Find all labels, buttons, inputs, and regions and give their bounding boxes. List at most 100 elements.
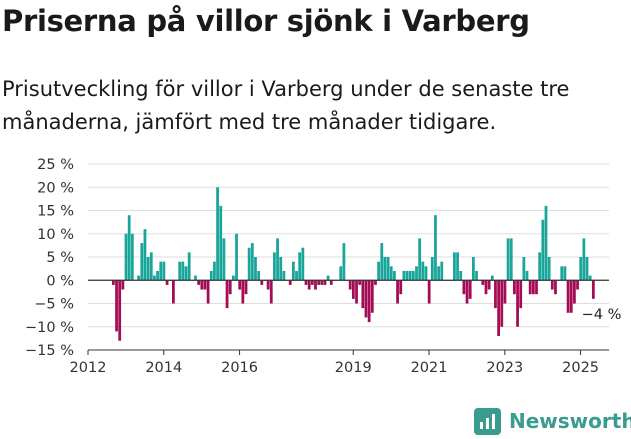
bar — [582, 238, 586, 281]
bar — [206, 280, 210, 304]
bar — [348, 280, 352, 290]
bar — [481, 280, 485, 285]
bar — [295, 270, 298, 281]
bar — [430, 257, 434, 281]
bar — [181, 261, 185, 281]
newsworthy-wordmark: Newsworthy — [509, 409, 631, 433]
bar — [187, 252, 191, 281]
bar — [411, 270, 415, 281]
y-tick-label: 15 % — [37, 204, 74, 220]
bar — [535, 280, 538, 295]
bar — [525, 270, 529, 281]
bar — [140, 243, 144, 281]
bar — [260, 280, 264, 285]
bar — [566, 280, 570, 313]
bar — [355, 280, 358, 304]
bar — [162, 261, 166, 281]
y-tick-label: 0 % — [46, 273, 74, 289]
bar — [456, 252, 459, 281]
bar — [323, 280, 327, 285]
bar — [393, 270, 396, 281]
bar — [531, 280, 535, 295]
bar — [579, 257, 583, 281]
bar — [494, 280, 497, 309]
bar — [487, 280, 491, 290]
bar — [137, 275, 141, 281]
bar — [301, 247, 305, 281]
y-tick-label: 20 % — [37, 180, 74, 196]
bar — [497, 280, 500, 337]
bar — [427, 280, 431, 304]
bar — [484, 280, 488, 295]
bar — [317, 280, 321, 285]
bar — [197, 280, 201, 285]
bar — [370, 280, 374, 313]
bar — [459, 270, 463, 281]
bar — [396, 280, 399, 304]
x-tick-label: 2014 — [145, 360, 182, 376]
bar — [342, 243, 346, 281]
bar — [225, 280, 229, 309]
bar — [282, 270, 286, 281]
bar — [516, 280, 519, 327]
bar — [257, 270, 261, 281]
bar — [304, 280, 308, 285]
bar — [178, 261, 182, 281]
y-tick-label: 10 % — [37, 227, 74, 243]
bar — [506, 238, 510, 281]
bar — [238, 280, 242, 290]
bar — [509, 238, 513, 281]
y-tick-label: −15 % — [25, 343, 74, 359]
bar — [310, 280, 314, 285]
y-tick-label: 25 % — [37, 157, 74, 173]
bar — [547, 257, 551, 281]
bar — [386, 257, 390, 281]
bar — [228, 280, 232, 295]
bar — [194, 275, 197, 281]
bar — [273, 252, 276, 281]
bar — [235, 233, 238, 281]
bar — [130, 233, 134, 281]
bar — [380, 243, 384, 281]
bar — [361, 280, 365, 309]
bar — [560, 266, 564, 281]
bar — [159, 261, 163, 281]
bar — [408, 270, 412, 281]
x-tick-label: 2012 — [70, 360, 107, 376]
bar — [550, 280, 554, 290]
bar — [573, 280, 576, 304]
bar — [165, 280, 169, 285]
bar — [127, 215, 131, 281]
bar — [184, 266, 188, 281]
bar — [143, 229, 147, 281]
bar — [339, 266, 343, 281]
bar — [364, 280, 368, 318]
bar — [389, 266, 393, 281]
bar — [453, 252, 456, 281]
bar — [519, 280, 523, 309]
bar — [124, 233, 128, 281]
bar — [254, 257, 257, 281]
bar — [112, 280, 115, 285]
x-tick-label: 2023 — [486, 360, 523, 376]
newsworthy-chart-logo-icon — [474, 407, 501, 435]
bar — [591, 280, 595, 299]
bar — [118, 280, 122, 341]
bar — [569, 280, 573, 313]
bar — [418, 238, 422, 281]
bar — [358, 280, 362, 285]
chart-title: Priserna på villor sjönk i Varberg — [2, 4, 530, 38]
bar — [554, 280, 557, 295]
chart-subtitle: Prisutveckling för villor i Varberg unde… — [2, 77, 570, 134]
bar — [528, 280, 532, 295]
bar — [351, 280, 355, 299]
bar — [329, 280, 333, 285]
bar — [541, 219, 545, 281]
bar — [503, 280, 507, 304]
bar — [500, 280, 504, 327]
bar — [538, 252, 542, 281]
bar — [149, 252, 153, 281]
bar — [415, 266, 418, 281]
bar — [440, 261, 444, 281]
bar — [288, 280, 292, 285]
